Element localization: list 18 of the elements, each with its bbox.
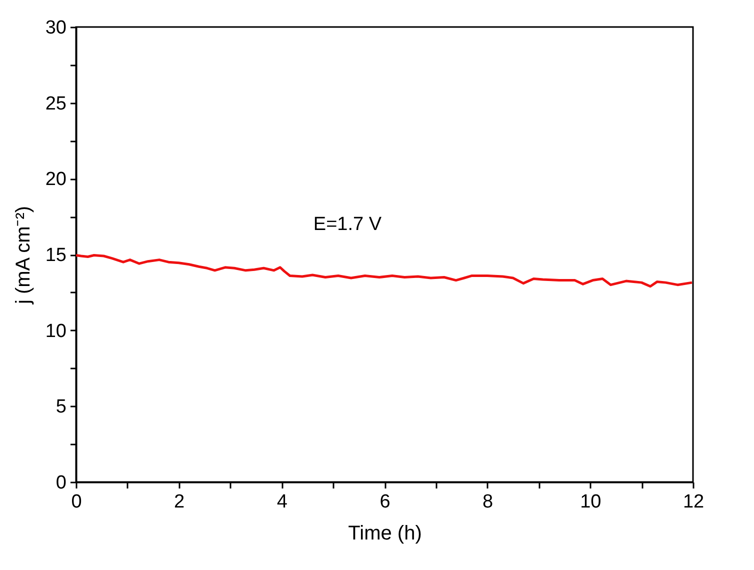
x-tick-label: 8 [482,492,494,512]
y-axis-title: j (mA cm⁻²) [12,206,34,306]
y-tick-label: 5 [56,396,66,418]
y-tick-label: 0 [56,472,66,494]
x-tick-label: 6 [380,492,390,512]
x-axis-title: Time (h) [348,522,422,544]
x-tick-label: 10 [580,492,602,512]
y-tick-label: 30 [45,18,66,38]
y-tick-label: 10 [45,320,66,342]
y-tick-label: 20 [45,169,66,190]
y-tick-label: 25 [45,93,66,114]
x-tick-label: 4 [276,492,288,512]
x-tick-label: 0 [71,492,82,512]
annotation: E=1.7 V [313,214,382,236]
x-tick-label: 12 [682,492,704,512]
line-series [76,254,693,288]
x-tick-label: 2 [174,492,185,512]
y-tick-label: 15 [45,245,66,266]
